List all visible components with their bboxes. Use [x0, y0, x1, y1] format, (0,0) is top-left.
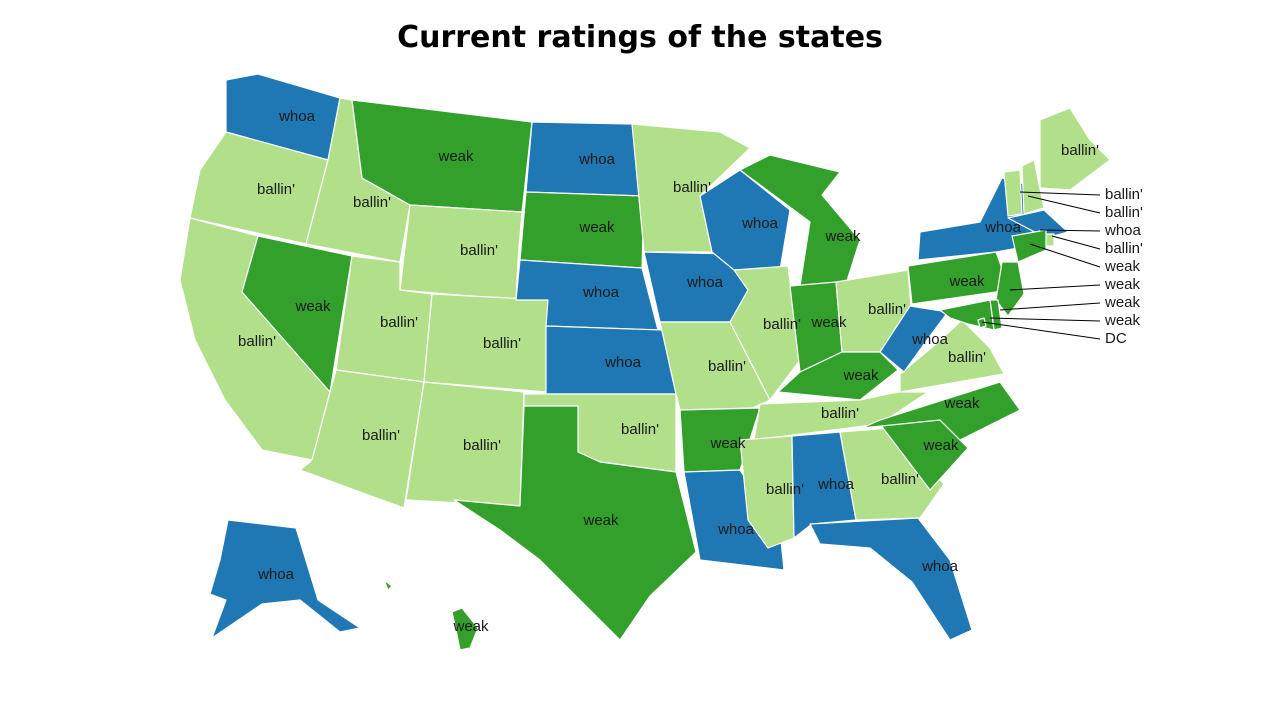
state-label-mi: weak — [824, 228, 861, 245]
state-mi — [739, 154, 861, 291]
state-nh — [1021, 159, 1045, 215]
state-label-ak: whoa — [257, 566, 295, 583]
state-label-pa: weak — [948, 273, 985, 290]
state-fl — [809, 517, 973, 641]
state-ms — [739, 435, 795, 549]
state-label-va: ballin' — [948, 349, 986, 366]
state-ct — [1011, 229, 1047, 263]
state-la — [683, 469, 785, 571]
state-label-ga: ballin' — [881, 471, 919, 488]
state-label-hi: weak — [452, 618, 489, 635]
state-label-ne: whoa — [582, 284, 620, 301]
state-label-sc: weak — [922, 437, 959, 454]
callout-label-ri: ballin' — [1105, 240, 1143, 257]
callout-line-vt — [1019, 191, 1101, 196]
state-label-nv: weak — [294, 298, 331, 315]
state-label-tx: weak — [582, 512, 619, 529]
state-tx — [453, 405, 697, 641]
callout-label-de: weak — [1104, 294, 1141, 311]
state-wv — [879, 305, 949, 373]
state-nj — [995, 261, 1025, 317]
state-label-ar: weak — [709, 435, 746, 452]
callout-label-dc: DC — [1105, 330, 1127, 347]
state-label-il: ballin' — [763, 316, 801, 333]
callout-label-vt: ballin' — [1105, 186, 1143, 203]
state-wy — [399, 204, 523, 301]
state-dc — [977, 317, 987, 329]
callout-label-ma: whoa — [1104, 222, 1142, 239]
callout-line-ct — [1029, 243, 1101, 268]
state-label-az: ballin' — [362, 427, 400, 444]
state-label-ca: ballin' — [238, 333, 276, 350]
state-vt — [1003, 169, 1023, 217]
callout-line-nj — [1009, 284, 1101, 291]
state-il — [729, 265, 801, 401]
callout-line-de — [999, 302, 1101, 311]
state-nc — [861, 381, 1021, 441]
state-ak — [209, 519, 361, 639]
state-label-wi: whoa — [741, 215, 779, 232]
state-label-fl: whoa — [921, 558, 959, 575]
map-title: Current ratings of the states — [397, 20, 883, 55]
state-label-id: ballin' — [353, 194, 391, 211]
state-label-ky: weak — [842, 367, 879, 384]
state-label-oh: ballin' — [868, 301, 906, 318]
state-label-mt: weak — [437, 148, 474, 165]
state-label-nd: whoa — [578, 151, 616, 168]
callout-label-nj: weak — [1104, 276, 1141, 293]
state-label-nm: ballin' — [463, 437, 501, 454]
states-layer — [179, 73, 1111, 651]
state-label-nc: weak — [943, 395, 980, 412]
state-al — [791, 431, 857, 539]
state-label-mn: ballin' — [673, 179, 711, 196]
callout-line-nh — [1027, 195, 1101, 214]
state-label-ms: ballin' — [766, 481, 804, 498]
state-ga — [839, 427, 945, 521]
callout-label-nh: ballin' — [1105, 204, 1143, 221]
state-label-mo: ballin' — [708, 358, 746, 375]
labels-layer: whoaballin'ballin'weakballin'weakballin'… — [238, 108, 1099, 635]
state-va — [899, 319, 1005, 393]
state-label-co: ballin' — [483, 335, 521, 352]
state-label-ia: whoa — [686, 274, 724, 291]
callout-line-md — [989, 317, 1101, 322]
state-label-la: whoa — [717, 521, 755, 538]
state-label-ny: whoa — [984, 219, 1022, 236]
state-or — [189, 131, 329, 245]
state-label-wy: ballin' — [460, 242, 498, 259]
state-label-al: whoa — [817, 476, 855, 493]
state-label-in: weak — [810, 314, 847, 331]
state-label-ks: whoa — [604, 354, 642, 371]
state-label-me: ballin' — [1061, 142, 1099, 159]
state-label-or: ballin' — [257, 181, 295, 198]
state-label-wa: whoa — [278, 108, 316, 125]
callout-line-ma — [1039, 229, 1101, 232]
callout-line-dc — [981, 321, 1101, 340]
state-label-wv: whoa — [911, 331, 949, 348]
state-label-ut: ballin' — [380, 314, 418, 331]
state-label-tn: ballin' — [821, 405, 859, 422]
state-label-sd: weak — [578, 219, 615, 236]
callout-label-md: weak — [1104, 312, 1141, 329]
state-label-ok: ballin' — [621, 421, 659, 438]
callout-label-ct: weak — [1104, 258, 1141, 275]
state-hi — [383, 579, 479, 651]
callout-line-ri — [1051, 235, 1101, 250]
state-ma — [1007, 209, 1069, 239]
callouts-layer: ballin'ballin'whoaballin'weakweakweakwea… — [981, 186, 1143, 347]
